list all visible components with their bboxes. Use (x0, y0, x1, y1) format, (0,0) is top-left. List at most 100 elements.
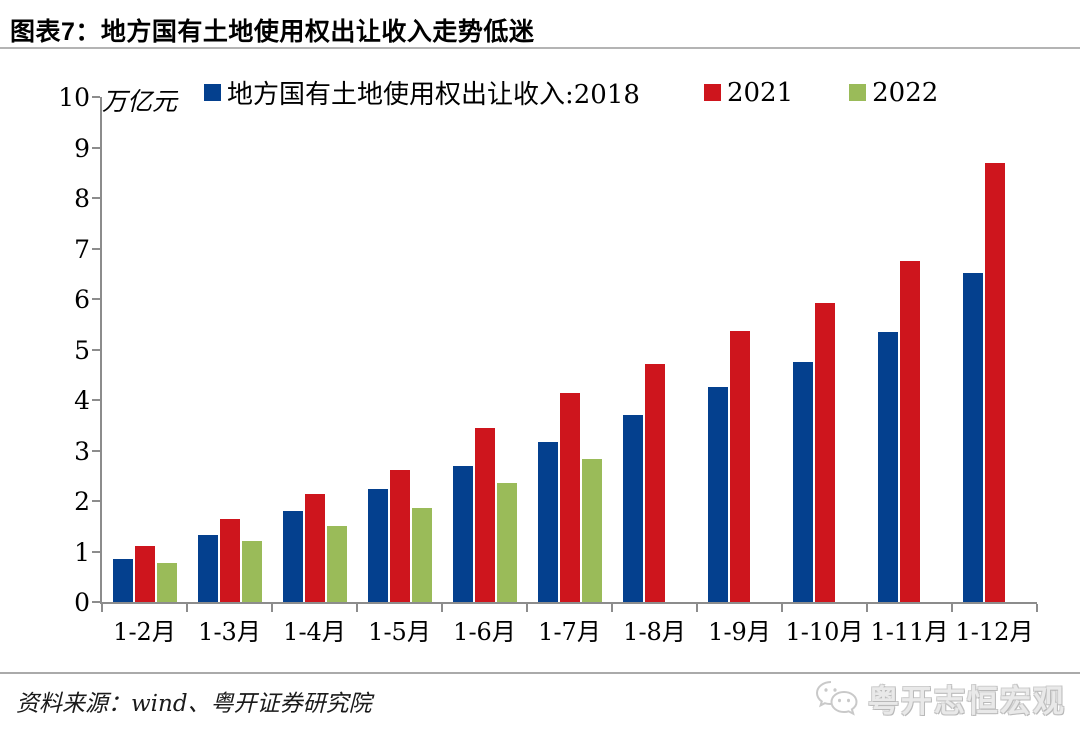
bar-2022 (411, 507, 432, 602)
bar-group (697, 97, 782, 602)
bar-group (187, 97, 272, 602)
chart-title: 图表7：地方国有土地使用权出让收入走势低迷 (10, 18, 535, 46)
bar-group (867, 97, 952, 602)
legend-item: 2021 (703, 77, 794, 108)
bar-地方国有土地使用权出让收入:2018 (282, 511, 303, 602)
x-axis-tick (101, 604, 103, 612)
x-axis-tick (526, 604, 528, 612)
bar-2021 (559, 392, 580, 602)
y-axis-unit-label: 万亿元 (102, 87, 178, 116)
y-axis-tick (92, 449, 100, 452)
x-axis-label: 1-3月 (198, 618, 261, 646)
x-axis-label: 1-2月 (113, 618, 176, 646)
bar-group (612, 97, 697, 602)
x-axis-tick (271, 604, 273, 612)
bar-2021 (729, 331, 750, 602)
wechat-icon (815, 680, 858, 716)
legend-label: 2021 (726, 77, 794, 108)
legend-swatch-icon (204, 84, 221, 101)
y-axis-label: 4 (74, 386, 90, 415)
bar-2021 (814, 302, 835, 602)
x-axis-tick (441, 604, 443, 612)
bar-group (952, 97, 1037, 602)
x-axis-tick (781, 604, 783, 612)
y-axis-label: 7 (74, 234, 90, 264)
bar-地方国有土地使用权出让收入:2018 (622, 414, 643, 602)
bar-group (272, 97, 357, 602)
bar-地方国有土地使用权出让收入:2018 (707, 387, 728, 602)
x-axis-label: 1-12月 (955, 618, 1034, 646)
brand-watermark: 粤开志恒宏观 (814, 676, 1066, 721)
bar-地方国有土地使用权出让收入:2018 (112, 559, 133, 602)
x-axis-tick (696, 604, 698, 612)
x-axis-label: 1-8月 (623, 618, 686, 646)
bar-group (102, 97, 187, 602)
x-axis-label: 1-6月 (453, 618, 516, 646)
bar-地方国有土地使用权出让收入:2018 (367, 489, 388, 602)
title-divider (0, 47, 1080, 49)
x-axis-label: 1-9月 (708, 618, 771, 646)
y-axis-tick (92, 96, 100, 98)
legend-label: 地方国有土地使用权出让收入:2018 (227, 80, 640, 110)
chart-legend: 地方国有土地使用权出让收入:2018 2021 2022 (204, 74, 938, 111)
plot-area: 0 1 2 3 4 5 6 7 8 9 10 1-2月 1-3月 1-4月 1-5月 1-6月 1-7月 1-8月… (58, 85, 1038, 646)
bar-地方国有土地使用权出让收入:2018 (877, 332, 898, 602)
bar-2022 (156, 562, 177, 602)
y-axis-tick (92, 550, 100, 553)
y-axis-label: 0 (74, 588, 90, 617)
y-axis-tick (92, 298, 100, 300)
x-axis-tick (951, 604, 953, 612)
bar-地方国有土地使用权出让收入:2018 (792, 361, 813, 602)
bar-2021 (389, 470, 410, 602)
y-axis-label: 3 (74, 436, 90, 466)
bar-地方国有土地使用权出让收入:2018 (962, 273, 983, 602)
x-axis-tick (186, 604, 188, 612)
bar-group (442, 97, 527, 602)
footer-divider (0, 672, 1080, 674)
bar-2021 (219, 518, 240, 602)
bar-2022 (496, 482, 517, 602)
bar-2021 (304, 493, 325, 602)
legend-swatch-icon (703, 84, 721, 101)
bar-地方国有土地使用权出让收入:2018 (537, 442, 558, 602)
legend-item: 地方国有土地使用权出让收入:2018 (204, 74, 640, 111)
legend-label: 2022 (872, 77, 939, 108)
y-axis-label: 10 (58, 83, 90, 112)
bar-2021 (644, 364, 665, 602)
x-axis-label: 1-7月 (538, 618, 601, 646)
y-axis-label: 9 (74, 133, 90, 163)
y-axis-tick (92, 601, 100, 603)
x-axis-tick (611, 604, 613, 612)
legend-item: 2022 (849, 78, 938, 108)
source-note: 资料来源：wind、粤开证券研究院 (16, 691, 372, 717)
y-axis-label: 8 (74, 184, 90, 213)
y-axis-label: 2 (74, 487, 90, 516)
bar-2021 (984, 162, 1005, 602)
y-axis-tick (92, 348, 100, 351)
bar-2021 (474, 428, 495, 602)
y-axis-tick (92, 146, 100, 149)
y-axis-tick (92, 500, 100, 502)
x-axis-label: 1-10月 (785, 618, 864, 646)
y-axis-label: 5 (74, 335, 90, 365)
bar-2021 (899, 260, 920, 602)
bar-2021 (134, 546, 155, 602)
bar-2022 (581, 459, 602, 602)
bar-group (357, 97, 442, 602)
legend-swatch-icon (849, 84, 867, 101)
x-axis-label: 1-4月 (283, 618, 346, 646)
x-axis-tick (866, 604, 868, 612)
x-axis-tick (356, 604, 358, 612)
bar-2022 (241, 541, 262, 602)
x-axis-label: 1-5月 (368, 618, 431, 646)
bar-地方国有土地使用权出让收入:2018 (197, 534, 218, 602)
brand-watermark-text: 粤开志恒宏观 (868, 684, 1066, 719)
x-axis-tick (1036, 604, 1038, 612)
bar-2022 (326, 526, 347, 602)
bar-group (782, 97, 867, 602)
x-axis-label: 1-11月 (870, 618, 949, 646)
bar-group (527, 97, 612, 602)
y-axis-tick (92, 197, 100, 199)
y-axis-tick (92, 399, 100, 401)
